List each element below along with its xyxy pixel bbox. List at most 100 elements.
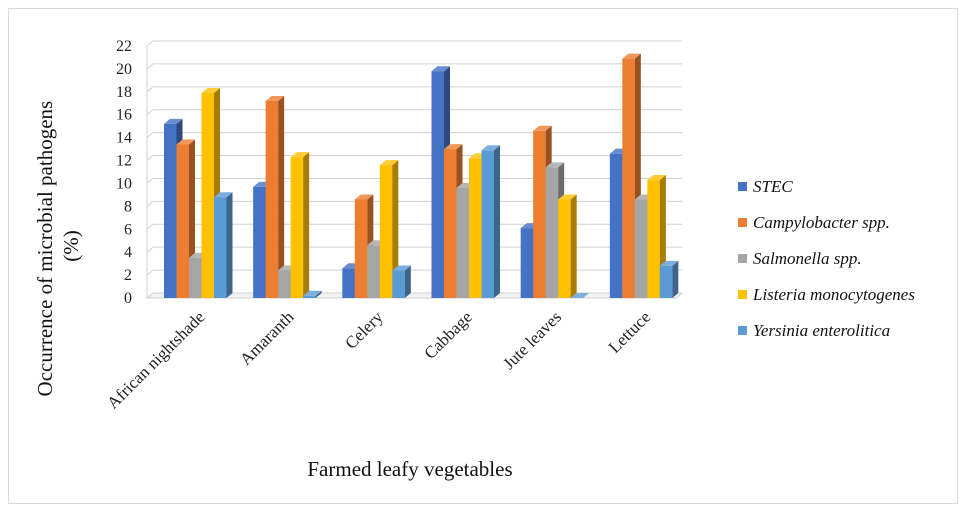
bar-top (303, 290, 322, 296)
y-axis-title: Occurrence of microbial pathogens (%) (33, 96, 83, 397)
bar-side (303, 152, 310, 298)
bar (545, 167, 559, 298)
bar (481, 150, 494, 298)
bar-top (392, 265, 411, 271)
bar (533, 130, 546, 298)
bar-side (672, 260, 679, 298)
legend-label: Listeria monocytogenes (752, 285, 915, 304)
x-tick-label: Lettuce (605, 307, 654, 356)
bar-top (290, 152, 310, 158)
bar (342, 268, 355, 298)
y-tick-label: 18 (116, 84, 132, 101)
y-tick-label: 22 (116, 38, 132, 55)
bar-top (481, 145, 500, 151)
y-tick-label: 14 (116, 130, 132, 147)
bar-top (622, 53, 641, 59)
bar (634, 199, 648, 298)
bar-top (647, 175, 666, 181)
bar (354, 199, 368, 298)
bar-side (494, 145, 500, 298)
bar (176, 144, 189, 298)
y-tick-label: 6 (124, 221, 132, 238)
bar-top (431, 66, 450, 72)
bar (647, 180, 660, 298)
bar (303, 295, 316, 298)
y-axis-title-line-2: (%) (59, 230, 83, 261)
bar-top (164, 118, 183, 124)
bar (659, 265, 673, 298)
legend-swatch (738, 326, 747, 335)
y-axis-title-line-1: Occurrence of microbial pathogens (33, 101, 57, 397)
bar (444, 149, 457, 298)
y-tick-label: 0 (124, 290, 132, 307)
bar-top (201, 87, 220, 93)
x-tick-label: Celery (341, 307, 387, 353)
bar-top (533, 125, 552, 131)
bar-side (278, 95, 285, 299)
bars (164, 53, 679, 299)
bar-side (392, 160, 399, 298)
legend-label: Campylobacter spp. (753, 213, 890, 232)
legend-label: Yersinia enterolitica (753, 321, 890, 340)
legend-label: STEC (753, 177, 793, 196)
y-tick-label: 4 (124, 244, 132, 261)
gridline-diagonal (146, 86, 154, 93)
y-tick-label: 20 (116, 61, 132, 78)
bar-top (545, 162, 565, 168)
bar (214, 197, 227, 298)
x-tick-label: Cabbage (420, 307, 475, 362)
gridline-diagonal (146, 200, 154, 207)
y-tick-label: 16 (116, 107, 132, 124)
legend-swatch (738, 218, 747, 227)
bar-side (315, 290, 322, 298)
y-tick-label: 2 (124, 267, 132, 284)
bar (392, 270, 405, 298)
legend-label: Salmonella spp. (753, 249, 862, 268)
x-axis-title: Farmed leafy vegetables (307, 457, 512, 481)
bar-side (570, 194, 577, 298)
bar (456, 188, 469, 298)
gridline-diagonal (146, 178, 154, 184)
x-tick-label: Amaranth (236, 307, 298, 369)
bar (367, 245, 380, 298)
x-tick-label: Jute leaves (499, 307, 565, 373)
x-tick-label: African nightshade (103, 307, 208, 412)
gridline-diagonal (146, 40, 154, 47)
gridline-diagonal (146, 223, 154, 230)
bar (469, 158, 482, 298)
bar (520, 228, 534, 298)
gridline-diagonal (146, 246, 154, 253)
legend: STEC Campylobacter spp. Salmonella spp. Lis… (738, 177, 915, 340)
y-tick-label: 8 (124, 198, 132, 215)
bar-side (226, 192, 233, 298)
y-tick-label: 12 (116, 153, 132, 170)
bar-top (558, 194, 577, 200)
bar (379, 165, 393, 298)
gridline-diagonal (146, 63, 154, 70)
bar (622, 58, 635, 298)
bar (558, 199, 571, 298)
bar-top (444, 144, 463, 150)
bar (431, 71, 444, 298)
gridline-diagonal (146, 155, 154, 161)
bar-top (570, 293, 590, 298)
bar (189, 257, 202, 298)
bar (201, 92, 214, 298)
bar-top (214, 192, 233, 198)
gridline-diagonal (146, 269, 154, 276)
legend-swatch (738, 182, 747, 191)
bar-side (404, 265, 411, 298)
y-tick-label: 10 (116, 175, 132, 192)
bar (278, 270, 291, 298)
legend-swatch (738, 290, 747, 299)
bar-top (659, 260, 679, 266)
bar-top (176, 139, 195, 145)
bar-top (379, 160, 399, 166)
bar-top (354, 194, 374, 200)
bar-top (265, 95, 285, 101)
bar (290, 157, 304, 298)
bar (609, 153, 623, 298)
gridline-diagonal (146, 132, 154, 139)
gridline-diagonal (146, 109, 154, 116)
bar (164, 123, 177, 299)
